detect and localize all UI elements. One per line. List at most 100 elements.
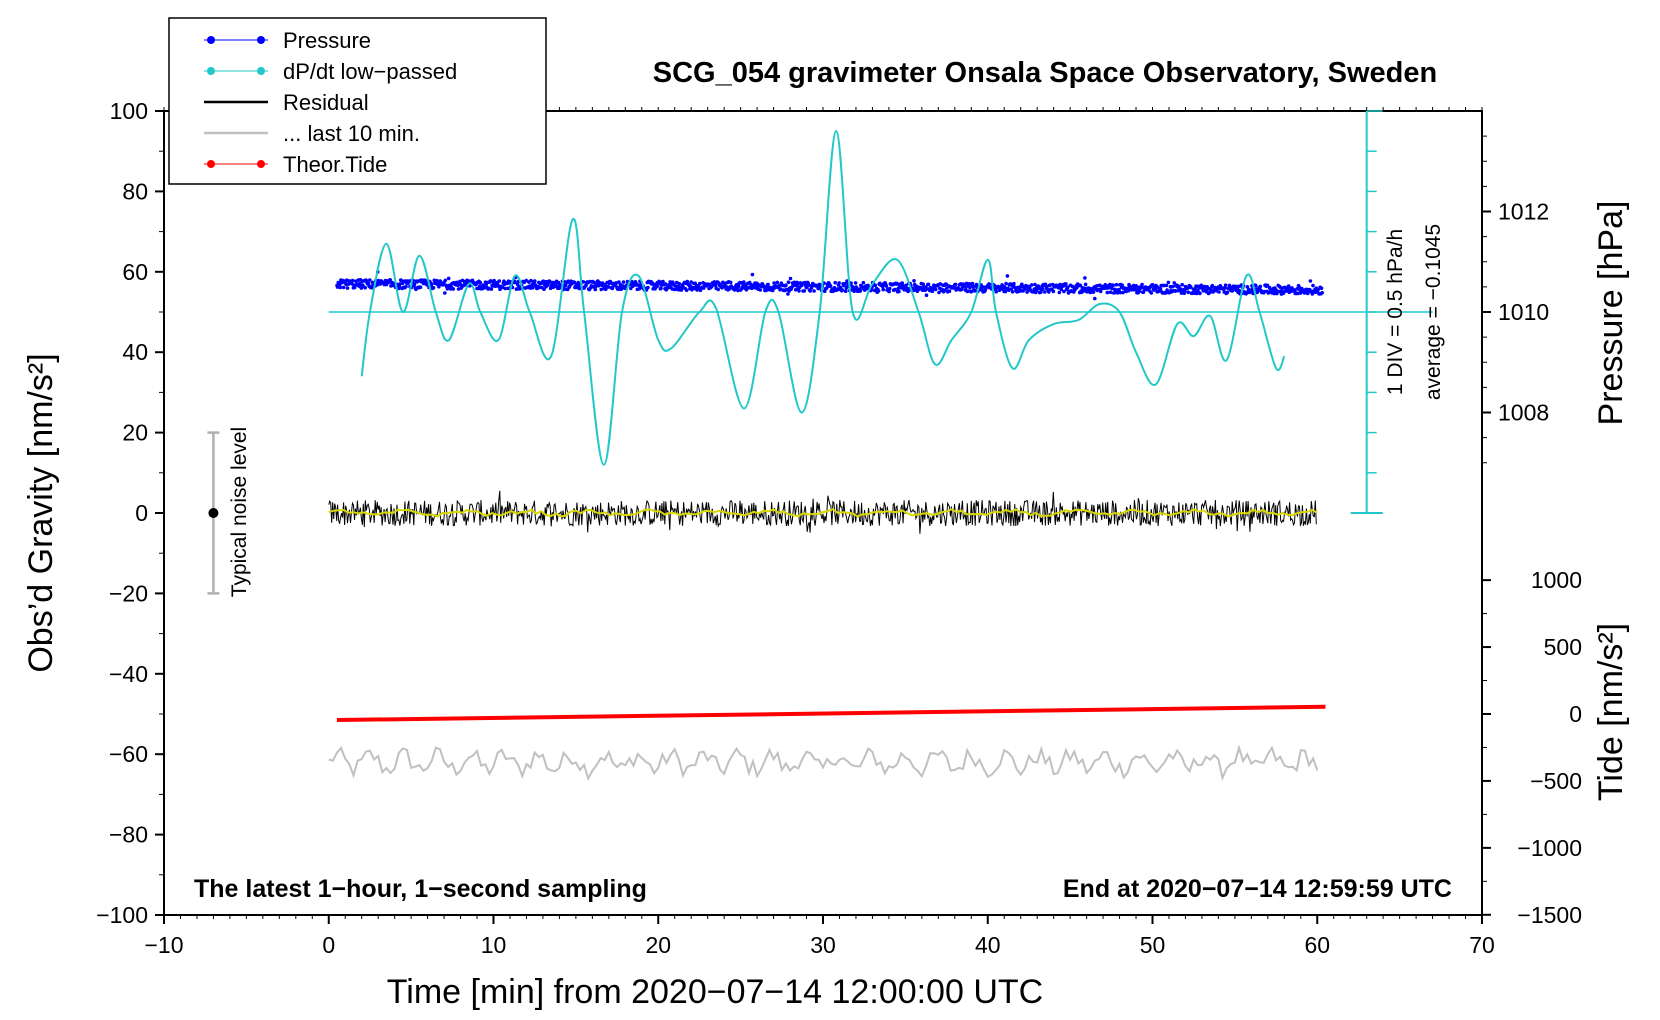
pressure-point <box>786 280 791 285</box>
pressure-point <box>987 282 991 286</box>
pressure-point <box>584 283 588 288</box>
y-tick-label: 20 <box>122 420 148 446</box>
y-axis-title-left: Obs’d Gravity [nm/s²] <box>22 353 60 672</box>
pressure-point <box>497 279 502 283</box>
legend-label: Residual <box>283 90 369 115</box>
pressure-point <box>797 289 801 293</box>
pressure-point <box>904 283 908 288</box>
pressure-point <box>1262 289 1267 294</box>
pressure-point <box>793 288 798 292</box>
pressure-point <box>1267 290 1271 295</box>
tick-marks: −10 0 10 20 30 40 50 60 70100806040200−20−40−60−… <box>96 98 1582 958</box>
pressure-point <box>1158 286 1163 291</box>
pressure-point <box>843 289 848 294</box>
pressure-point <box>1188 285 1193 289</box>
pressure-point <box>478 280 483 285</box>
pressure-point <box>1319 286 1324 291</box>
pressure-point <box>887 289 891 294</box>
bottom-right-note: End at 2020−07−14 12:59:59 UTC <box>1063 875 1452 903</box>
pressure-point <box>404 284 408 289</box>
pressure-point <box>1004 281 1008 286</box>
pressure-point <box>443 291 447 295</box>
pressure-point <box>833 280 837 285</box>
pressure-point <box>881 287 885 292</box>
pressure-point <box>736 288 740 293</box>
pressure-point <box>1010 290 1015 294</box>
pressure-point <box>646 285 650 290</box>
legend-entry: Theor.Tide <box>204 152 387 177</box>
pressure-point <box>1114 282 1119 287</box>
pressure-point <box>1198 291 1202 296</box>
pressure-point <box>1311 283 1315 288</box>
noise-label: Typical noise level <box>228 427 251 597</box>
pressure-point <box>698 281 702 286</box>
pressure-point <box>728 280 733 285</box>
pressure-point <box>953 282 958 287</box>
pressure-point <box>563 283 568 288</box>
pressure-point <box>1047 290 1051 294</box>
y-axis-title-pressure: Pressure [hPa] <box>1592 201 1630 426</box>
tide-tick-label: −1000 <box>1517 835 1582 861</box>
pressure-point <box>1254 283 1258 288</box>
pressure-point <box>893 287 897 292</box>
pressure-point <box>1091 290 1096 294</box>
legend-swatch-dot <box>257 67 265 75</box>
y-tick-label: −20 <box>109 580 148 606</box>
pressure-point <box>795 282 800 287</box>
x-tick-label: 30 <box>810 932 836 958</box>
pressure-point <box>537 285 542 290</box>
pressure-point <box>674 287 678 292</box>
pressure-point <box>446 276 451 281</box>
pressure-point <box>1186 290 1190 295</box>
pressure-point <box>837 281 841 285</box>
y-tick-label: 0 <box>135 500 148 526</box>
pressure-point <box>1081 289 1086 293</box>
x-axis-title: Time [min] from 2020−07−14 12:00:00 UTC <box>387 973 1043 1011</box>
pressure-point <box>1111 283 1115 288</box>
pressure-point <box>775 280 780 285</box>
pressure-point <box>933 287 938 292</box>
pressure-point <box>1051 289 1056 294</box>
pressure-point <box>542 287 546 292</box>
pressure-point <box>1041 287 1045 291</box>
pressure-point <box>895 281 899 286</box>
pressure-point <box>1103 283 1108 287</box>
pressure-point <box>840 288 845 292</box>
pressure-point <box>366 281 371 286</box>
pressure-tick-label: 1008 <box>1498 400 1549 426</box>
y-tick-label: −80 <box>109 822 148 848</box>
pressure-point <box>716 287 720 292</box>
x-tick-label: 60 <box>1304 932 1330 958</box>
pressure-point <box>431 286 436 290</box>
pressure-point <box>1105 290 1110 295</box>
x-tick-label: 20 <box>645 932 671 958</box>
pressure-point <box>921 282 925 287</box>
pressure-point <box>1098 283 1102 288</box>
noise-bar-center <box>208 508 219 518</box>
pressure-point <box>884 284 889 288</box>
pressure-point <box>887 286 892 291</box>
pressure-point <box>970 281 975 286</box>
x-tick-label: −10 <box>144 932 183 958</box>
pressure-point <box>1003 289 1008 294</box>
pressure-point <box>1180 282 1184 287</box>
y-tick-label: 60 <box>122 259 148 285</box>
pressure-point <box>1149 291 1154 295</box>
y-tick-label: −40 <box>109 661 148 687</box>
pressure-point <box>1296 291 1300 296</box>
pressure-point <box>1066 285 1070 290</box>
pressure-point <box>345 286 350 290</box>
data-series <box>207 130 1326 782</box>
pressure-point <box>1150 283 1155 287</box>
pressure-point <box>1237 288 1242 293</box>
pressure-point <box>912 279 916 283</box>
pressure-point <box>659 286 663 291</box>
pressure-point <box>926 282 931 287</box>
pressure-point <box>663 282 668 286</box>
div-label: 1 DIV = 0.5 hPa/h <box>1384 229 1407 395</box>
pressure-point <box>1120 283 1125 288</box>
pressure-point <box>766 282 770 287</box>
legend-entry: ... last 10 min. <box>204 121 420 146</box>
pressure-point <box>1217 290 1221 294</box>
pressure-point <box>964 285 968 290</box>
